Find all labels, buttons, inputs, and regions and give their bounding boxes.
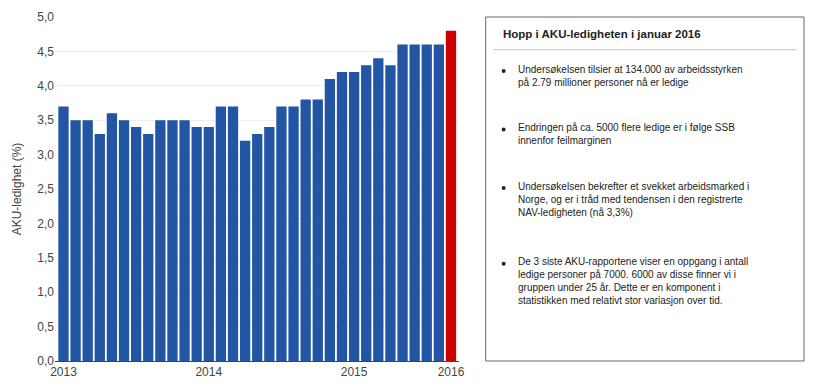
svg-text:2013: 2013 — [50, 365, 77, 379]
svg-text:4,0: 4,0 — [37, 79, 54, 93]
svg-text:3,0: 3,0 — [37, 148, 54, 162]
svg-text:2015: 2015 — [341, 365, 368, 379]
svg-text:AKU-ledighet (%): AKU-ledighet (%) — [10, 143, 24, 236]
svg-text:0,0: 0,0 — [37, 354, 54, 368]
svg-text:1,5: 1,5 — [37, 251, 54, 265]
svg-text:2016: 2016 — [438, 365, 465, 379]
svg-text:4,5: 4,5 — [37, 45, 54, 59]
svg-text:0,5: 0,5 — [37, 320, 54, 334]
svg-text:Undersøkelsen bekrefter et sve: Undersøkelsen bekrefter et svekket arbei… — [518, 181, 749, 218]
svg-text:5,0: 5,0 — [37, 10, 54, 24]
svg-text:3,5: 3,5 — [37, 113, 54, 127]
svg-text:Endringen på ca. 5000 flere le: Endringen på ca. 5000 flere ledige er i … — [518, 122, 735, 146]
svg-text:1,0: 1,0 — [37, 285, 54, 299]
svg-text:2,5: 2,5 — [37, 182, 54, 196]
svg-text:De 3 siste AKU-rapportene vise: De 3 siste AKU-rapportene viser en oppga… — [518, 256, 748, 306]
svg-text:Hopp i AKU-ledigheten i januar: Hopp i AKU-ledigheten i januar 2016 — [503, 28, 701, 40]
svg-text:2014: 2014 — [195, 365, 222, 379]
svg-text:Undersøkelsen tilsier at 134.0: Undersøkelsen tilsier at 134.000 av arbe… — [518, 64, 743, 88]
svg-text:2,0: 2,0 — [37, 217, 54, 231]
